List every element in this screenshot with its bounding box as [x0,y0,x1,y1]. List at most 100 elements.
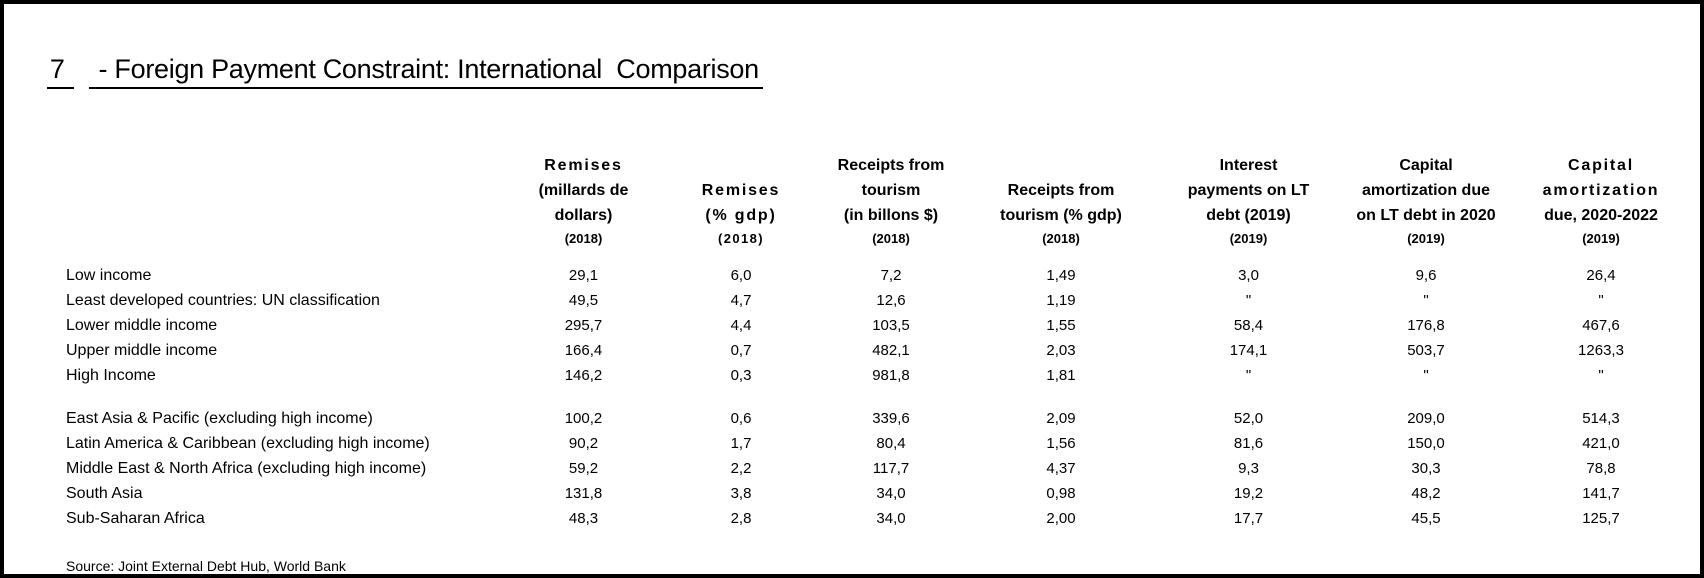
column-header-row-labels [66,153,501,263]
cell-value: 146,2 [564,367,603,384]
cell-value: " [1598,292,1604,309]
cell-value: 0,6 [730,410,752,427]
column-header-year: (2019) [1582,231,1620,246]
cell-value: 2,2 [730,460,752,477]
table-row: Sub-Saharan Africa 48,3 2,8 34,0 2,00 17,7 45,… [66,506,1691,531]
table-row: Upper middle income 166,4 0,7 482,1 2,03 174,… [66,338,1691,363]
row-label: Upper middle income [66,342,218,359]
column-header-line: dollars) [554,207,613,224]
column-header: Receipts from tourism (% gdp) (2018) [966,153,1156,263]
table-row: Lower middle income 295,7 4,4 103,5 1,55 58,4… [66,313,1691,338]
cell-value: 209,0 [1407,410,1445,427]
row-label: Least developed countries: UN classifica… [66,292,380,309]
cell-value: 2,03 [1046,342,1076,359]
cell-value: 1,55 [1046,317,1076,334]
cell-value: 81,6 [1233,435,1264,452]
column-header: Receipts from tourism (in billons $) (2018) [816,153,966,263]
column-header-line: payments on LT [1187,182,1310,199]
section-number: 7 [46,52,74,89]
column-header-year: (2018) [1042,231,1080,246]
column-header-line: Capital [1399,157,1453,174]
column-header-year: (2019) [1229,231,1268,246]
cell-value: 34,0 [876,510,906,527]
cell-value: " [1245,367,1252,384]
cell-value: 295,7 [564,317,603,334]
cell-value: 12,6 [876,292,906,309]
comparison-table: Remises (millards de dollars) (2018) Remises… [66,153,1691,531]
column-header: Capital amortization due, 2020-2022 (2019) [1511,153,1691,263]
cell-value: 117,7 [872,460,910,477]
cell-value: 48,2 [1411,485,1441,502]
column-header-line: Receipts from [837,157,945,174]
cell-value: 981,8 [872,367,910,384]
cell-value: 45,5 [1411,510,1441,527]
cell-value: 514,3 [1582,410,1620,427]
column-header-line: tourism [861,182,921,199]
cell-value: 1,19 [1046,292,1076,309]
cell-value: 49,5 [568,292,599,309]
row-label: High Income [66,367,156,384]
table-group-regions: East Asia & Pacific (excluding high inco… [66,388,1691,531]
row-label: Lower middle income [66,317,218,334]
cell-value: 17,7 [1233,510,1264,527]
cell-value: 26,4 [1586,267,1616,284]
cell-value: 9,3 [1238,460,1259,477]
cell-value: 166,4 [564,342,603,359]
cell-value: 78,8 [1586,460,1616,477]
cell-value: 339,6 [872,410,910,427]
cell-value: 4,4 [730,317,752,334]
cell-value: 125,7 [1582,510,1620,527]
cell-value: 4,37 [1046,460,1076,477]
cell-value: 4,7 [730,292,752,309]
cell-value: 1,7 [730,435,752,452]
table-row: East Asia & Pacific (excluding high inco… [66,388,1691,431]
column-header: Remises (% gdp) (2018) [666,153,816,263]
cell-value: 1,81 [1046,367,1076,384]
row-label: Middle East & North Africa (excluding hi… [66,460,427,477]
cell-value: 3,8 [730,485,752,502]
column-header-line: due, 2020-2022 [1544,207,1658,224]
cell-value: 174,1 [1229,342,1268,359]
cell-value: 59,2 [568,460,599,477]
column-header-line: tourism (% gdp) [1000,207,1122,224]
column-header-year: (2018) [718,231,764,246]
cell-value: 176,8 [1407,317,1445,334]
cell-value: 3,0 [1238,267,1259,284]
cell-value: 6,0 [730,267,752,284]
cell-value: 19,2 [1233,485,1264,502]
column-header-year: (2019) [1407,231,1445,246]
page-title: 7 - Foreign Payment Constraint: Internati… [18,18,1700,123]
row-label: Low income [66,267,152,284]
source-note: Source: Joint External Debt Hub, World B… [66,558,346,574]
cell-value: " [1245,292,1252,309]
cell-value: 150,0 [1407,435,1445,452]
cell-value: 131,8 [564,485,603,502]
cell-value: 58,4 [1233,317,1264,334]
cell-value: 1,49 [1046,267,1076,284]
table-row: High Income 146,2 0,3 981,8 1,81 " " " [66,363,1691,388]
cell-value: 0,7 [730,342,752,359]
cell-value: 467,6 [1582,317,1620,334]
column-header-line: Remises [701,182,781,199]
cell-value: 103,5 [872,317,910,334]
header-row: Remises (millards de dollars) (2018) Remises… [66,153,1691,263]
column-header-line: (% gdp) [705,207,777,224]
title-text: - Foreign Payment Constraint: Internatio… [88,52,763,89]
cell-value: " [1598,367,1604,384]
table-row: Least developed countries: UN classifica… [66,288,1691,313]
cell-value: 48,3 [568,510,599,527]
column-header-line: Interest [1219,157,1278,174]
cell-value: 482,1 [872,342,910,359]
table-group-income-levels: Low income 29,1 6,0 7,2 1,49 3,0 9,6 26,4 Least … [66,263,1691,388]
table-row: Low income 29,1 6,0 7,2 1,49 3,0 9,6 26,4 [66,263,1691,288]
column-header-line: on LT debt in 2020 [1356,207,1496,224]
cell-value: 141,7 [1582,485,1620,502]
column-header-year: (2018) [564,231,603,246]
cell-value: " [1423,367,1429,384]
cell-value: 90,2 [568,435,599,452]
row-label: Sub-Saharan Africa [66,510,205,527]
column-header: Interest payments on LT debt (2019) (2019) [1156,153,1341,263]
table-header: Remises (millards de dollars) (2018) Remises… [66,153,1691,263]
cell-value: 0,3 [730,367,752,384]
cell-value: 2,09 [1046,410,1076,427]
